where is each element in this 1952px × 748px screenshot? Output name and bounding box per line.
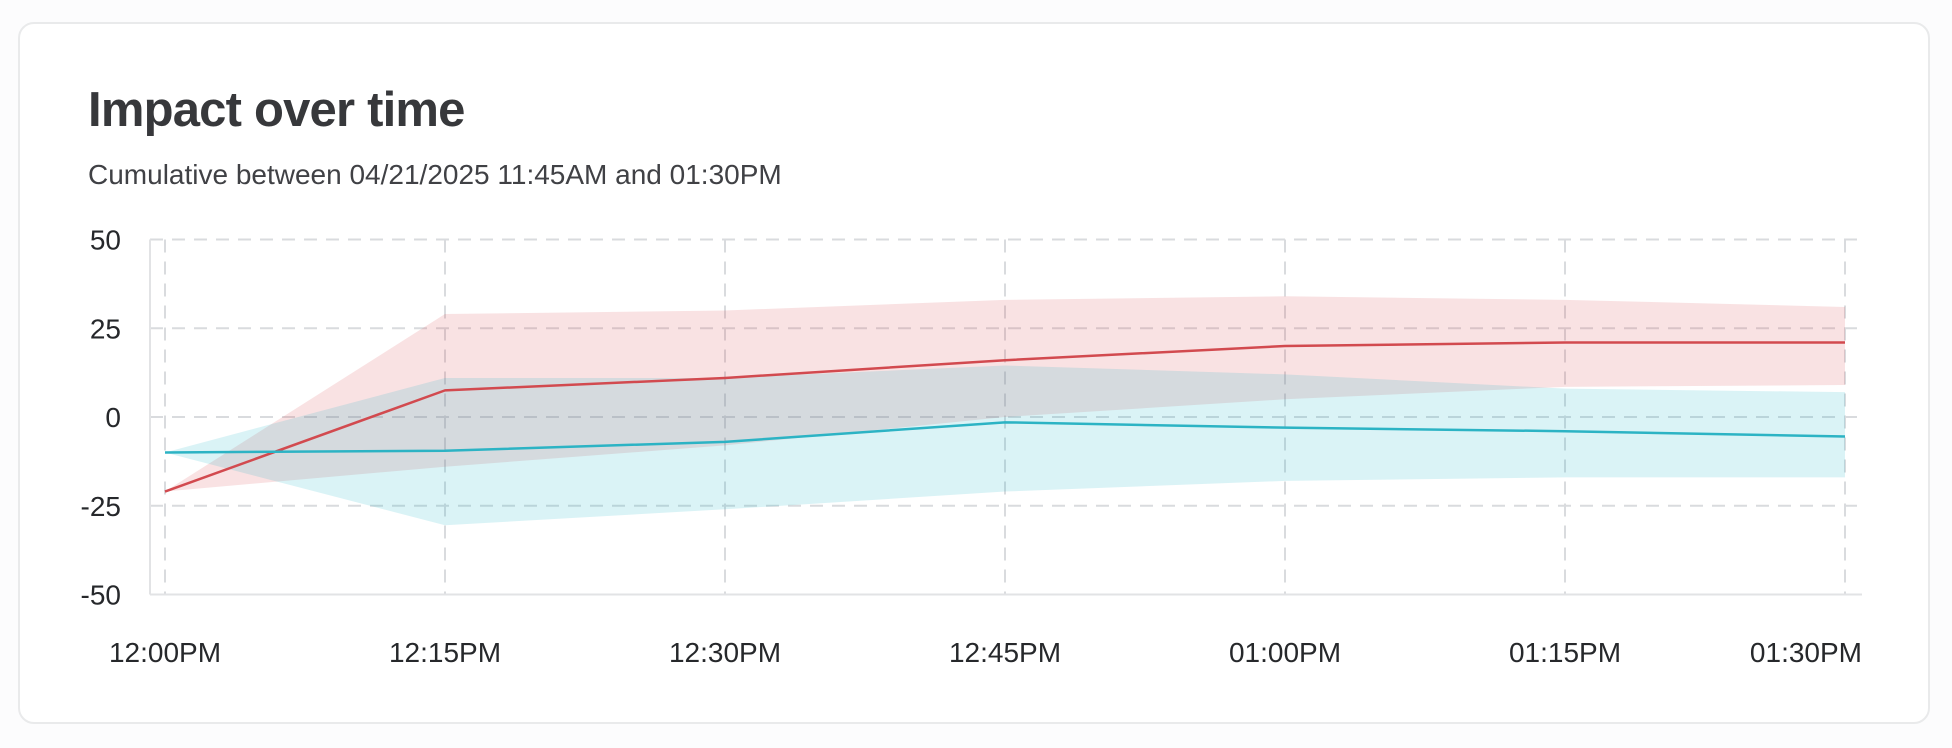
- impact-over-time-card: Impact over time Cumulative between 04/2…: [18, 22, 1930, 724]
- y-tick-label: -25: [81, 491, 121, 522]
- x-tick-label: 01:00PM: [1229, 637, 1341, 668]
- y-tick-label: 50: [90, 225, 121, 256]
- y-tick-label: 0: [105, 402, 121, 433]
- x-tick-label: 12:15PM: [389, 637, 501, 668]
- series-line-teal: [164, 421, 1846, 454]
- confidence-band-teal: [165, 365, 1845, 526]
- y-tick-label: -50: [81, 580, 121, 611]
- x-tick-label: 01:30PM: [1750, 637, 1862, 668]
- x-tick-label: 12:30PM: [669, 637, 781, 668]
- x-tick-label: 01:15PM: [1509, 637, 1621, 668]
- chart-title: Impact over time: [88, 83, 465, 137]
- x-tick-label: 12:00PM: [109, 637, 221, 668]
- series-line-red: [164, 341, 1845, 493]
- x-tick-label: 12:45PM: [949, 637, 1061, 668]
- chart-subtitle: Cumulative between 04/21/2025 11:45AM an…: [88, 159, 782, 190]
- y-tick-label: 25: [90, 313, 121, 344]
